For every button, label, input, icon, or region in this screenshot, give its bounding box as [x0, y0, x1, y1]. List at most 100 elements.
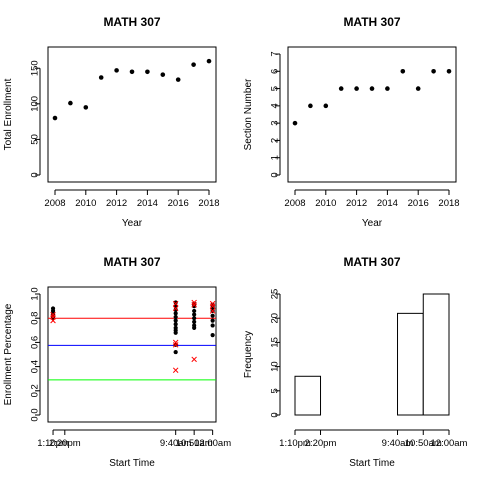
red-cross-point [191, 299, 197, 306]
red-cross-point [172, 367, 179, 373]
y-tick-label: 0 [270, 172, 281, 177]
data-point [292, 120, 298, 126]
x-tick-label: 2014 [377, 198, 398, 209]
data-point [323, 103, 329, 109]
red-cross-point [172, 305, 179, 312]
panel-title: MATH 307 [343, 15, 400, 29]
histogram-bar [294, 375, 322, 416]
data-point [446, 68, 452, 74]
y-tick-label: 0.8 [30, 312, 41, 325]
y-tick-label: 0.0 [30, 408, 41, 421]
x-axis-label: Start Time [349, 458, 395, 469]
y-tick-label: 5 [270, 86, 281, 91]
red-cross-point [191, 356, 197, 363]
y-tick-label: 5 [270, 388, 281, 393]
data-point [354, 86, 359, 91]
y-tick-label: 150 [30, 60, 41, 76]
red-cross-point [50, 311, 56, 318]
data-point [192, 316, 197, 321]
y-tick-label: 50 [30, 134, 41, 145]
y-tick-label: 15 [270, 337, 281, 348]
data-point [210, 318, 215, 323]
y-tick-label: 0.6 [30, 336, 41, 349]
y-tick-label: 1 [270, 155, 281, 160]
data-point [210, 333, 215, 338]
panel-title: MATH 307 [103, 255, 160, 269]
x-tick-label: 2:20pm [305, 438, 337, 449]
y-tick-label: 1.0 [30, 287, 41, 300]
panel-1: MATH 307 Year Total Enrollment 2008 2010 2012… [3, 15, 220, 229]
x-tick-label: 10:50am [176, 438, 213, 449]
x-tick-label: 1:10pm [279, 438, 311, 449]
x-axis-label: Year [122, 218, 143, 229]
data-point [210, 313, 215, 318]
y-tick-label: 0.4 [30, 360, 41, 373]
x-tick-label: 2008 [284, 198, 305, 209]
data-point [145, 69, 150, 75]
y-tick-label: 6 [270, 69, 281, 74]
y-tick-label: 20 [270, 313, 281, 324]
panel-title: MATH 307 [103, 15, 160, 29]
data-point [308, 103, 313, 109]
x-tick-label: 2012 [106, 198, 127, 209]
data-point [173, 322, 178, 327]
histogram-bar [397, 312, 424, 416]
data-point [431, 68, 436, 74]
y-tick-label: 100 [30, 96, 41, 112]
red-cross-point [209, 308, 216, 314]
data-point [175, 77, 181, 82]
data-point [191, 62, 196, 67]
data-point [192, 308, 197, 314]
x-tick-label: 2008 [44, 198, 65, 209]
x-axis-label: Start Time [109, 458, 155, 469]
data-point [400, 68, 406, 74]
x-tick-label: 2010 [75, 198, 96, 209]
y-tick-label: 7 [270, 51, 281, 56]
data-point [385, 86, 390, 91]
plot-frame [287, 46, 457, 183]
y-axis-label: Frequency [243, 331, 254, 378]
data-point [369, 86, 375, 91]
data-point [210, 323, 215, 328]
histogram-bar [422, 293, 450, 416]
data-point [192, 325, 197, 330]
data-point [173, 314, 178, 320]
data-point [129, 69, 135, 75]
data-point [83, 105, 89, 110]
data-point [338, 86, 344, 91]
data-point [173, 311, 178, 316]
data-point [173, 318, 178, 323]
data-point [114, 68, 119, 73]
x-tick-label: 2014 [137, 198, 158, 209]
data-point [192, 304, 197, 309]
data-point [173, 307, 178, 312]
data-point [160, 72, 166, 77]
x-tick-label: 2012 [346, 198, 367, 209]
y-axis-label: Total Enrollment [3, 78, 14, 150]
y-axis-label: Section Number [243, 78, 254, 150]
y-tick-label: 10 [270, 361, 281, 372]
red-cross-point [172, 300, 179, 307]
red-cross-point [209, 300, 216, 307]
x-tick-label: 9:40am [160, 438, 192, 449]
panel-3: MATH 307 Start Time Enrollment Percentage 1… [3, 255, 231, 469]
data-point [415, 86, 421, 91]
x-tick-label: 2018 [438, 198, 459, 209]
x-tick-label: 2018 [198, 198, 219, 209]
x-tick-label: 1:10pm [37, 438, 69, 449]
red-cross-point [172, 342, 179, 348]
x-tick-label: 2:20pm [49, 438, 81, 449]
plot-frame [47, 46, 217, 183]
data-point [206, 58, 212, 64]
data-point [98, 75, 104, 80]
y-axis-label: Enrollment Percentage [3, 303, 14, 405]
data-point [192, 312, 197, 317]
y-tick-label: 0 [30, 172, 41, 177]
panel-title: MATH 307 [343, 255, 400, 269]
data-point [210, 305, 215, 310]
y-tick-label: 25 [270, 289, 281, 300]
x-tick-label: 12:00am [431, 438, 468, 449]
x-tick-label: 2016 [408, 198, 429, 209]
